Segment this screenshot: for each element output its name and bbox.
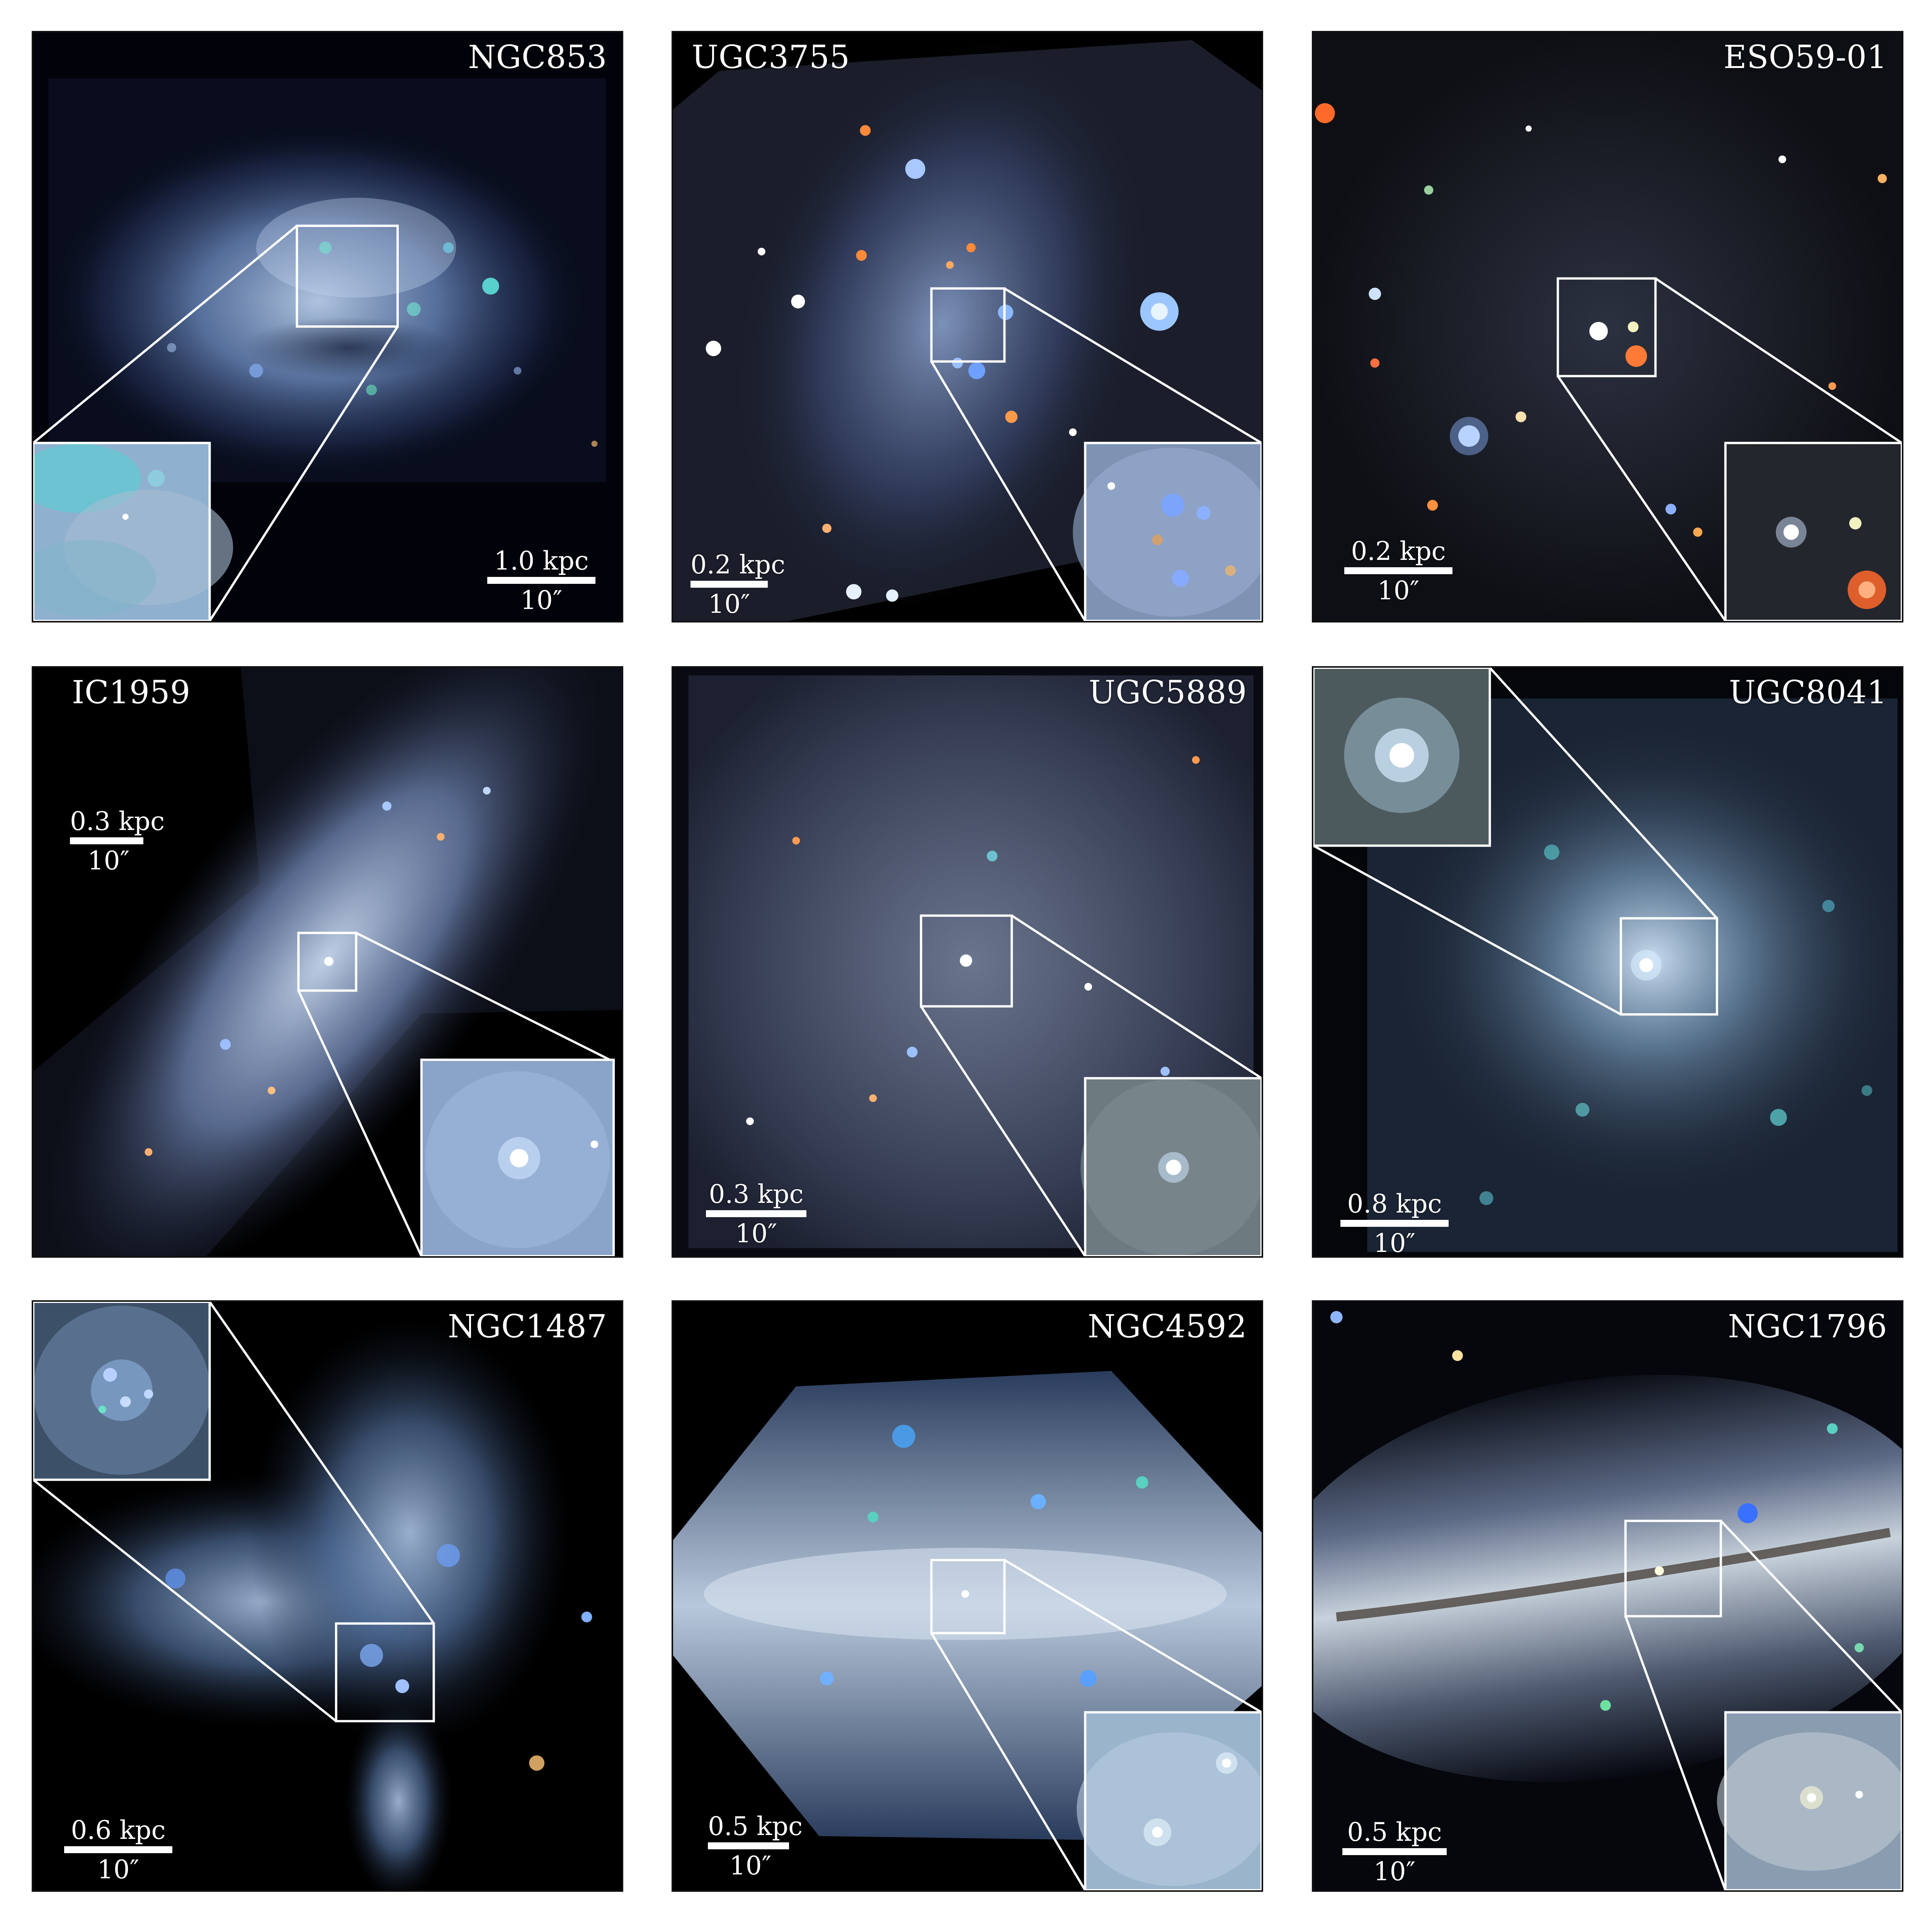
panel-ngc853: NGC853 1.0 kpc 10″ <box>32 31 623 622</box>
scale-bar: 0.2 kpc 10″ <box>1344 539 1452 604</box>
inset-zoom-ngc1796 <box>1717 1711 1902 1890</box>
galaxy-image-ugc8041 <box>1313 668 1902 1256</box>
scale-bar-kpc: 0.2 kpc <box>1351 536 1446 566</box>
galaxy-image-ic1959 <box>33 668 622 1256</box>
scale-bar-arcsec: 10″ <box>735 1219 777 1248</box>
galaxy-image-ugc3755 <box>673 32 1262 621</box>
scale-bar-kpc: 0.3 kpc <box>70 806 165 836</box>
galaxy-name-label: IC1959 <box>72 674 190 711</box>
panel-ngc4592: NGC4592 0.5 kpc 10″ <box>672 1300 1263 1892</box>
scale-bar-kpc: 0.5 kpc <box>1347 1817 1442 1847</box>
scale-bar-line <box>706 1210 806 1217</box>
galaxy-name-label: NGC1487 <box>447 1308 607 1345</box>
scale-bar-arcsec: 10″ <box>708 589 750 619</box>
galaxy-image-ngc4592 <box>673 1302 1262 1890</box>
scale-bar-line <box>70 837 143 844</box>
scale-bar: 0.3 kpc 10″ <box>70 806 165 876</box>
scale-bar-line <box>708 1842 789 1849</box>
inset-zoom-ngc1487 <box>33 1302 211 1481</box>
scale-bar-line <box>1344 567 1452 574</box>
scale-bar-arcsec: 10″ <box>1373 1228 1416 1258</box>
scale-bar: 0.2 kpc 10″ <box>690 550 786 619</box>
galaxy-image-ugc5889 <box>673 668 1262 1256</box>
scale-bar-line <box>690 581 768 588</box>
inset-zoom-ugc8041 <box>1313 668 1491 847</box>
panel-ngc1487: NGC1487 0.6 kpc 10″ <box>32 1300 623 1892</box>
scale-bar-line <box>487 577 595 584</box>
scale-bar: 0.5 kpc 10″ <box>1340 1820 1449 1884</box>
inset-zoom-ugc3755 <box>1073 442 1262 621</box>
scale-bar-arcsec: 10″ <box>97 1855 139 1884</box>
panel-ngc1796: NGC1796 0.5 kpc 10″ <box>1312 1300 1903 1892</box>
inset-zoom-ic1959 <box>420 1058 615 1256</box>
panel-ugc8041: UGC8041 0.8 kpc 10″ <box>1312 666 1903 1258</box>
scale-bar-arcsec: 10″ <box>1373 1857 1416 1886</box>
scale-bar-arcsec: 10″ <box>87 846 130 876</box>
galaxy-name-label: UGC5889 <box>1088 674 1247 711</box>
galaxy-image-ngc853 <box>33 32 622 621</box>
galaxy-name-label: UGC3755 <box>692 39 850 76</box>
scale-bar-kpc: 0.3 kpc <box>709 1179 804 1209</box>
panel-ugc3755: UGC3755 0.2 kpc 10″ <box>672 31 1263 622</box>
scale-bar-kpc: 1.0 kpc <box>494 546 589 576</box>
scale-bar-line <box>1342 1848 1447 1855</box>
galaxy-name-label: ESO59-01 <box>1723 39 1887 76</box>
inset-zoom-eso5901 <box>1724 442 1902 621</box>
panel-eso5901: ESO59-01 0.2 kpc 10″ <box>1312 31 1903 622</box>
galaxy-image-ngc1487 <box>33 1302 622 1890</box>
inset-zoom-ngc4592 <box>1077 1711 1262 1890</box>
galaxy-image-eso5901 <box>1313 32 1902 621</box>
scale-bar-kpc: 0.2 kpc <box>690 550 786 580</box>
scale-bar-arcsec: 10″ <box>1377 576 1420 605</box>
scale-bar-line <box>64 1846 172 1853</box>
scale-bar: 0.5 kpc 10″ <box>708 1811 803 1881</box>
scale-bar: 0.6 kpc 10″ <box>64 1818 172 1883</box>
panel-ugc5889: UGC5889 0.3 kpc 10″ <box>672 666 1263 1258</box>
inset-zoom-ugc5889 <box>1080 1077 1262 1256</box>
scale-bar-kpc: 0.6 kpc <box>71 1815 166 1845</box>
scale-bar: 0.3 kpc 10″ <box>706 1182 806 1247</box>
galaxy-name-label: UGC8041 <box>1729 674 1887 711</box>
galaxy-name-label: NGC1796 <box>1728 1308 1887 1345</box>
scale-bar: 1.0 kpc 10″ <box>485 548 597 613</box>
panel-ic1959: IC1959 0.3 kpc 10″ <box>32 666 623 1258</box>
galaxy-image-ngc1796 <box>1313 1302 1902 1890</box>
scale-bar-kpc: 0.5 kpc <box>708 1811 803 1841</box>
scale-bar-arcsec: 10″ <box>729 1851 772 1881</box>
inset-zoom-ngc853 <box>33 442 233 621</box>
galaxy-name-label: NGC4592 <box>1087 1308 1247 1345</box>
scale-bar-line <box>1340 1220 1449 1227</box>
scale-bar-kpc: 0.8 kpc <box>1347 1189 1442 1219</box>
galaxy-name-label: NGC853 <box>468 39 607 76</box>
scale-bar-arcsec: 10″ <box>520 585 563 615</box>
scale-bar: 0.8 kpc 10″ <box>1340 1191 1449 1256</box>
